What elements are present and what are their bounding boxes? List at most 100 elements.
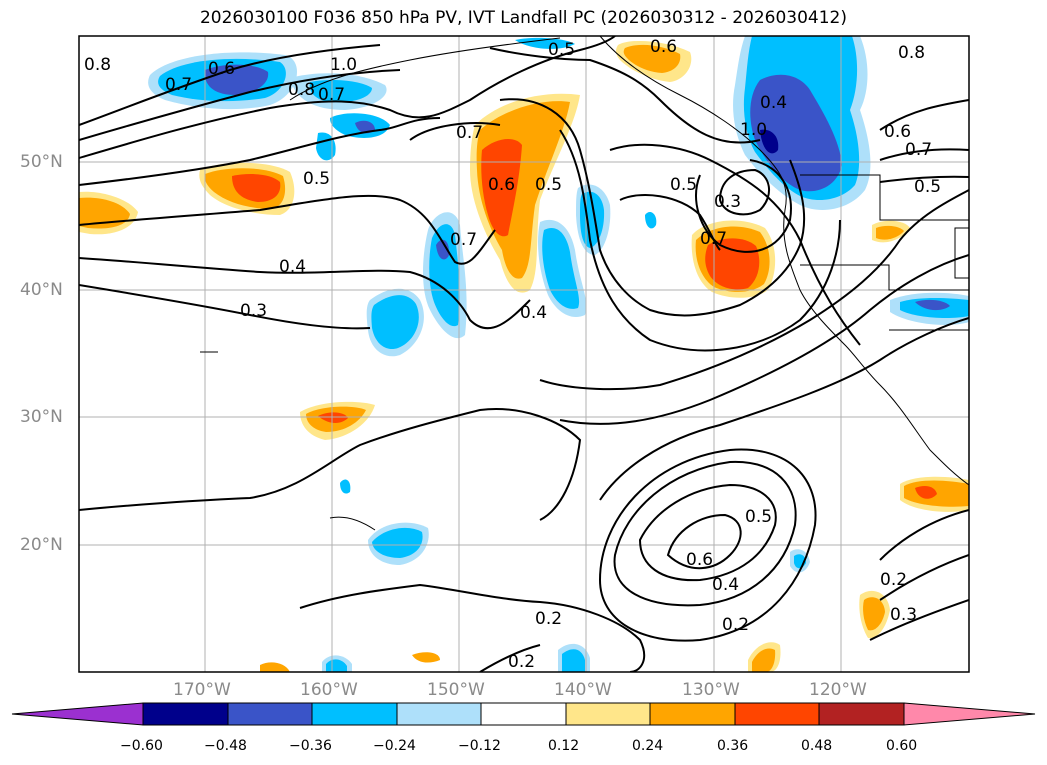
- contour-label: 0.5: [670, 175, 697, 195]
- contour-line: [499, 98, 806, 317]
- contour-line: [79, 117, 441, 186]
- lon-label-160w: 160°W: [300, 680, 358, 700]
- coastline: [329, 516, 376, 531]
- contour-line: [559, 129, 841, 352]
- plot-frame: [78, 35, 970, 673]
- shaded-region: [436, 239, 450, 260]
- colorbar: [11, 702, 1036, 726]
- contour-label: 0.4: [760, 93, 787, 113]
- coastline: [800, 264, 969, 291]
- shaded-region: [542, 228, 580, 309]
- shaded-region: [760, 129, 779, 154]
- contour-label: 0.5: [914, 177, 941, 197]
- colorbar-bin: [734, 702, 820, 726]
- contour-line: [718, 168, 770, 216]
- lon-label-120w: 120°W: [809, 680, 867, 700]
- colorbar-tick-label: 0.60: [886, 738, 918, 754]
- contour-label: 0.8: [288, 80, 315, 100]
- contour-label: 0.3: [890, 605, 917, 625]
- contour-line: [479, 644, 541, 672]
- contour-label: 0.5: [745, 507, 772, 527]
- shaded-region: [260, 662, 290, 672]
- contour-label: 0.3: [240, 301, 267, 321]
- contour-label: 0.6: [884, 122, 911, 142]
- contour-label: 1.0: [740, 120, 767, 140]
- contour-line: [299, 583, 646, 672]
- contour-label: 0.5: [535, 175, 562, 195]
- colorbar-bin: [396, 702, 482, 726]
- colorbar-tick-label: 0.36: [717, 738, 749, 754]
- shaded-region: [752, 648, 776, 672]
- shaded-region: [481, 138, 522, 237]
- lat-label-50n: 50°N: [20, 152, 63, 172]
- shaded-region: [645, 211, 657, 229]
- shaded-region: [340, 479, 351, 494]
- contour-label: 0.6: [686, 550, 713, 570]
- colorbar-bin: [818, 702, 905, 726]
- contour-line: [609, 143, 861, 346]
- coastline: [800, 174, 969, 221]
- contour-line: [879, 175, 969, 183]
- coastlines: [200, 36, 969, 531]
- contour-label: 0.6: [650, 37, 677, 57]
- contour-line: [879, 99, 969, 131]
- contour-line: [79, 257, 531, 330]
- colorbar-bin: [480, 702, 567, 726]
- contour-label: 0.4: [520, 303, 547, 323]
- colorbar-tick-label: 0.48: [801, 738, 833, 754]
- contour-line: [539, 189, 969, 391]
- colorbar-bin: [311, 702, 398, 726]
- coastline: [599, 36, 969, 486]
- contour-label: 0.8: [898, 43, 925, 63]
- contour-line: [879, 554, 969, 601]
- contour-label: 0.6: [488, 175, 515, 195]
- lat-label-30n: 30°N: [20, 407, 63, 427]
- shaded-region: [915, 299, 950, 311]
- colorbar-bin: [649, 702, 736, 726]
- contour-line: [559, 254, 969, 425]
- coastline: [954, 227, 969, 279]
- colorbar-tick-label: −0.60: [120, 738, 163, 754]
- contour-line: [79, 408, 582, 521]
- colorbar-bin: [227, 702, 313, 726]
- shaded-region: [309, 80, 372, 103]
- shaded-region: [515, 37, 575, 49]
- contour-line: [666, 513, 742, 570]
- contour-label: 1.0: [330, 55, 357, 75]
- shaded-region: [863, 597, 885, 631]
- contour-label: 0.2: [722, 615, 749, 635]
- contour-line: [869, 599, 969, 641]
- contour-line: [879, 509, 969, 561]
- contour-label: 0.2: [880, 570, 907, 590]
- contour-line: [599, 317, 969, 501]
- contour-label: 0.5: [303, 169, 330, 189]
- shaded-region: [318, 412, 348, 423]
- colorbar-tick-label: −0.24: [373, 738, 416, 754]
- contour-label: 0.6: [208, 59, 235, 79]
- contour-label: 0.2: [508, 652, 535, 672]
- contour-line: [879, 148, 969, 161]
- contour-line: [79, 194, 496, 265]
- shaded-region: [371, 295, 419, 350]
- contour-label: 0.3: [714, 192, 741, 212]
- contour-line: [598, 448, 817, 642]
- colorbar-tick-label: 0.24: [632, 738, 664, 754]
- contour-label-group: 0.6 0.7 1.0 0.8 0.7 0.5 0.7 0.6 0.5 0.7 …: [84, 37, 941, 672]
- shaded-region: [232, 174, 281, 202]
- contour-label: 0.7: [165, 75, 192, 95]
- colorbar-extend-high: [903, 702, 1036, 726]
- contour-label: 0.4: [279, 257, 306, 277]
- colorbar-bin: [142, 702, 229, 726]
- contour-line: [489, 47, 761, 144]
- pv-contours: [79, 36, 969, 672]
- shaded-region: [915, 486, 937, 499]
- coastline: [289, 37, 561, 101]
- lon-label-140w: 140°W: [554, 680, 612, 700]
- colorbar-tick-label: −0.12: [458, 738, 501, 754]
- contour-line: [79, 284, 371, 330]
- contour-label: 0.7: [700, 229, 727, 249]
- contour-line: [409, 122, 501, 141]
- shaded-region: [372, 527, 423, 558]
- contour-line: [79, 44, 381, 126]
